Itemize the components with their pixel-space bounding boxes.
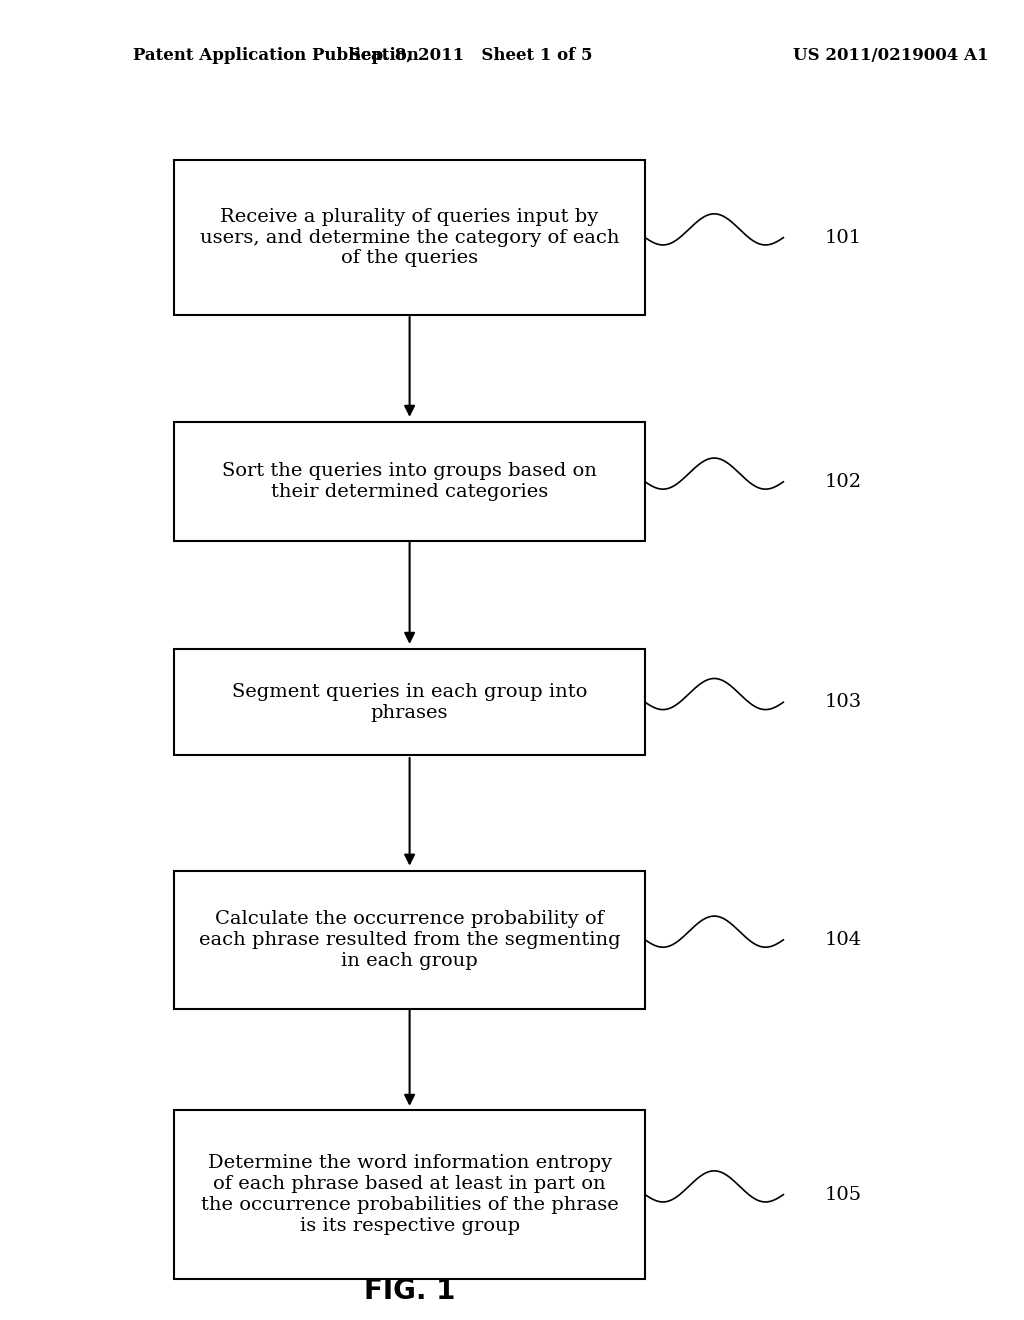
FancyBboxPatch shape	[174, 1110, 645, 1279]
Text: 101: 101	[824, 228, 861, 247]
Text: US 2011/0219004 A1: US 2011/0219004 A1	[794, 48, 988, 63]
FancyBboxPatch shape	[174, 871, 645, 1010]
Text: 105: 105	[824, 1185, 861, 1204]
Text: 103: 103	[824, 693, 861, 711]
Text: Determine the word information entropy
of each phrase based at least in part on
: Determine the word information entropy o…	[201, 1155, 618, 1234]
Text: Segment queries in each group into
phrases: Segment queries in each group into phras…	[231, 682, 588, 722]
FancyBboxPatch shape	[174, 422, 645, 541]
Text: 104: 104	[824, 931, 861, 949]
Text: Calculate the occurrence probability of
each phrase resulted from the segmenting: Calculate the occurrence probability of …	[199, 909, 621, 970]
FancyBboxPatch shape	[174, 649, 645, 755]
Text: FIG. 1: FIG. 1	[364, 1276, 456, 1305]
Text: Sep. 8, 2011   Sheet 1 of 5: Sep. 8, 2011 Sheet 1 of 5	[349, 48, 593, 63]
Text: Sort the queries into groups based on
their determined categories: Sort the queries into groups based on th…	[222, 462, 597, 502]
Text: Patent Application Publication: Patent Application Publication	[133, 48, 419, 63]
Text: 102: 102	[824, 473, 861, 491]
Text: Receive a plurality of queries input by
users, and determine the category of eac: Receive a plurality of queries input by …	[200, 207, 620, 268]
FancyBboxPatch shape	[174, 160, 645, 315]
